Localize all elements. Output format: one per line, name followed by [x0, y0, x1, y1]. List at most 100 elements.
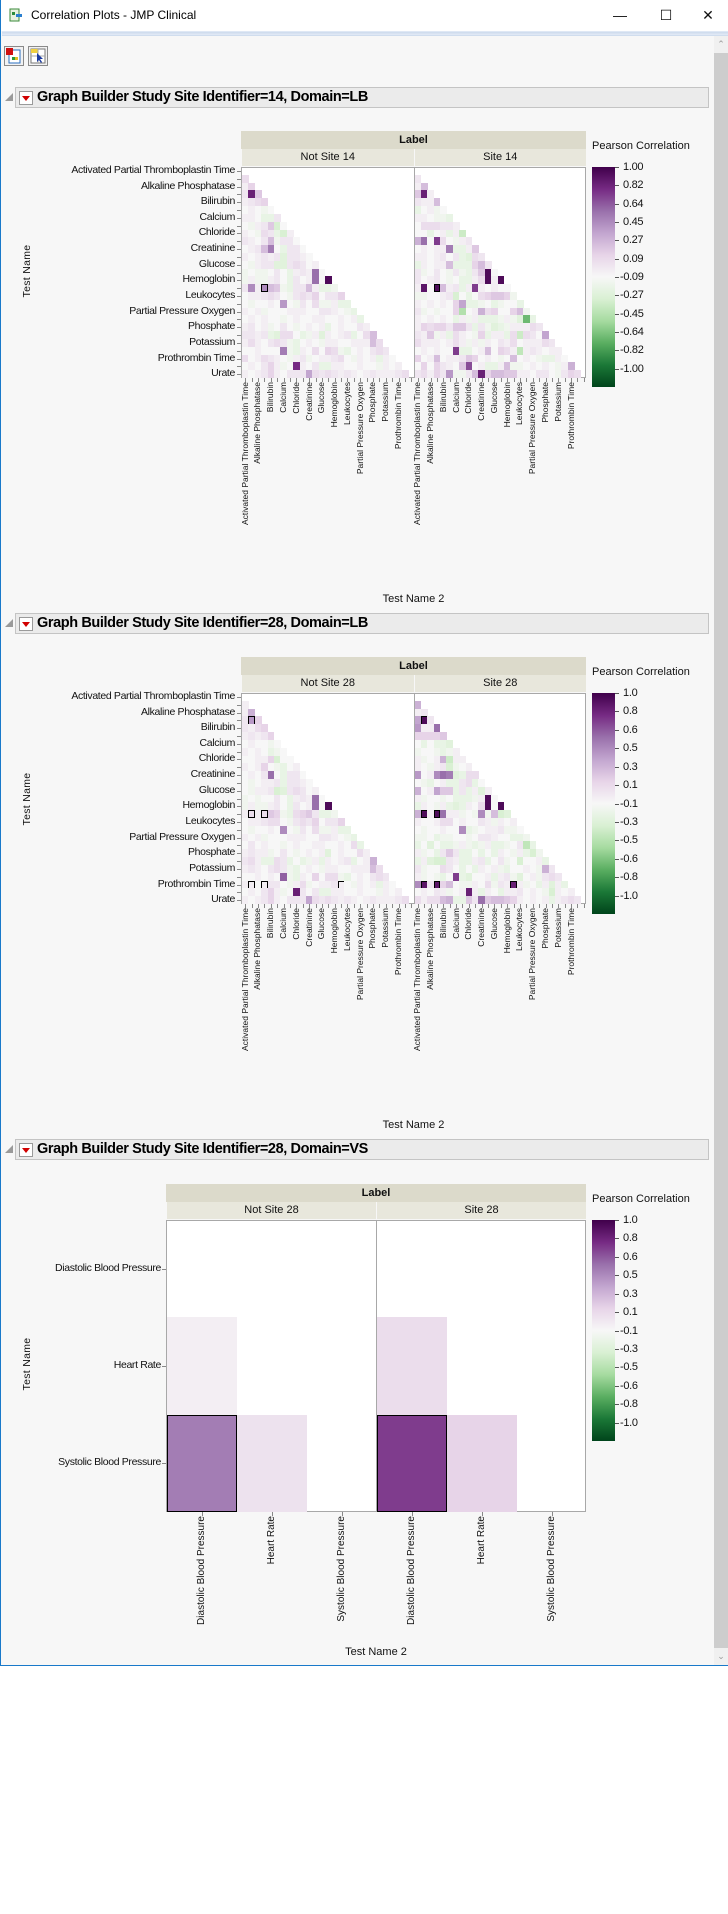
heatmap-cell[interactable]	[331, 331, 339, 340]
heatmap-cell[interactable]	[484, 810, 492, 819]
heatmap-cell[interactable]	[248, 802, 256, 811]
heatmap-cell[interactable]	[478, 802, 486, 811]
heatmap-cell[interactable]	[350, 880, 358, 889]
heatmap-cell[interactable]	[452, 221, 460, 230]
heatmap-cell[interactable]	[440, 747, 447, 756]
heatmap-cell[interactable]	[273, 818, 281, 827]
heatmap-cell[interactable]	[312, 802, 320, 811]
heatmap-cell[interactable]	[318, 315, 326, 324]
heatmap-cell[interactable]	[254, 299, 262, 309]
heatmap-cell[interactable]	[420, 857, 428, 866]
heatmap-cell[interactable]	[331, 849, 339, 858]
heatmap-cell[interactable]	[420, 810, 428, 819]
heatmap-cell[interactable]	[440, 880, 447, 889]
heatmap-cell[interactable]	[484, 872, 492, 881]
heatmap-cell[interactable]	[331, 810, 339, 819]
heatmap-cell[interactable]	[248, 896, 256, 905]
heatmap-cell[interactable]	[446, 786, 454, 795]
heatmap-cell[interactable]	[427, 370, 435, 379]
heatmap-cell[interactable]	[484, 888, 492, 897]
heatmap-cell[interactable]	[395, 896, 403, 905]
heatmap-cell[interactable]	[555, 354, 562, 363]
heatmap-cell[interactable]	[510, 370, 518, 379]
heatmap-cell[interactable]	[267, 763, 275, 772]
heatmap-cell[interactable]	[363, 857, 371, 866]
heatmap-cell[interactable]	[254, 857, 262, 866]
heatmap-cell[interactable]	[497, 833, 505, 842]
heatmap-cell[interactable]	[452, 896, 460, 905]
heatmap-cell[interactable]	[503, 818, 511, 827]
heatmap-cell[interactable]	[267, 346, 275, 355]
heatmap-cell[interactable]	[261, 229, 268, 238]
heatmap-cell[interactable]	[337, 292, 345, 301]
heatmap-cell[interactable]	[286, 276, 294, 285]
heatmap-cell[interactable]	[261, 370, 268, 379]
heatmap-cell[interactable]	[293, 307, 300, 316]
heatmap-cell[interactable]	[325, 292, 332, 301]
heatmap-cell[interactable]	[414, 825, 422, 835]
heatmap-cell[interactable]	[299, 771, 307, 780]
heatmap-cell[interactable]	[254, 354, 262, 363]
heatmap-cell[interactable]	[433, 229, 441, 238]
heatmap-cell[interactable]	[344, 880, 351, 889]
heatmap-cell[interactable]	[535, 338, 543, 348]
heatmap-cell[interactable]	[465, 825, 473, 835]
heatmap-cell[interactable]	[293, 810, 300, 819]
heatmap-cell[interactable]	[542, 880, 550, 889]
heatmap-cell[interactable]	[472, 307, 479, 316]
heatmap-cell[interactable]	[254, 276, 262, 285]
heatmap-cell[interactable]	[273, 778, 281, 788]
heatmap-cell[interactable]	[344, 338, 351, 348]
heatmap-cell[interactable]	[440, 732, 447, 741]
heatmap-cell[interactable]	[433, 331, 441, 340]
heatmap-cell[interactable]	[427, 198, 435, 207]
heatmap-cell[interactable]	[516, 896, 524, 905]
heatmap-cell[interactable]	[510, 880, 518, 889]
heatmap-cell[interactable]	[446, 307, 454, 316]
heatmap-cell[interactable]	[254, 346, 262, 355]
heatmap-cell[interactable]	[293, 245, 300, 254]
heatmap-cell[interactable]	[242, 338, 249, 348]
heatmap-cell[interactable]	[293, 315, 300, 324]
heatmap-cell[interactable]	[503, 338, 511, 348]
heatmap-cell[interactable]	[254, 896, 262, 905]
heatmap-cell[interactable]	[414, 763, 422, 772]
heatmap-cell[interactable]	[325, 833, 332, 842]
heatmap-cell[interactable]	[318, 794, 326, 803]
heatmap-cell[interactable]	[248, 732, 256, 741]
heatmap-cell[interactable]	[414, 833, 422, 842]
heatmap-cell[interactable]	[414, 252, 422, 262]
heatmap-cell[interactable]	[280, 802, 288, 811]
heatmap-cell[interactable]	[286, 323, 294, 332]
heatmap-cell[interactable]	[523, 864, 530, 874]
heatmap-cell[interactable]	[414, 849, 422, 858]
heatmap-cell[interactable]	[248, 739, 256, 749]
heatmap-cell[interactable]	[446, 315, 454, 324]
heatmap-cell[interactable]	[312, 864, 320, 874]
heatmap-cell[interactable]	[484, 268, 492, 277]
heatmap-cell[interactable]	[267, 896, 275, 905]
heatmap-cell[interactable]	[440, 864, 447, 874]
heatmap-cell[interactable]	[484, 260, 492, 269]
heatmap-cell[interactable]	[440, 786, 447, 795]
heatmap-cell[interactable]	[363, 323, 371, 332]
heatmap-cell[interactable]	[420, 802, 428, 811]
heatmap-cell[interactable]	[273, 771, 281, 780]
heatmap-cell[interactable]	[325, 323, 332, 332]
heatmap-cell[interactable]	[510, 841, 518, 850]
heatmap-cell[interactable]	[459, 778, 466, 788]
heatmap-cell[interactable]	[433, 888, 441, 897]
heatmap-cell[interactable]	[344, 888, 351, 897]
heatmap-cell[interactable]	[433, 252, 441, 262]
heatmap-cell[interactable]	[478, 810, 486, 819]
heatmap-cell[interactable]	[459, 245, 466, 254]
heatmap-cell[interactable]	[472, 794, 479, 803]
heatmap-cell[interactable]	[427, 786, 435, 795]
heatmap-cell[interactable]	[427, 755, 435, 764]
heatmap-cell[interactable]	[427, 896, 435, 905]
heatmap-cell[interactable]	[427, 190, 435, 199]
heatmap-cell[interactable]	[273, 763, 281, 772]
heatmap-cell[interactable]	[299, 315, 307, 324]
heatmap-cell[interactable]	[452, 888, 460, 897]
heatmap-cell[interactable]	[325, 315, 332, 324]
